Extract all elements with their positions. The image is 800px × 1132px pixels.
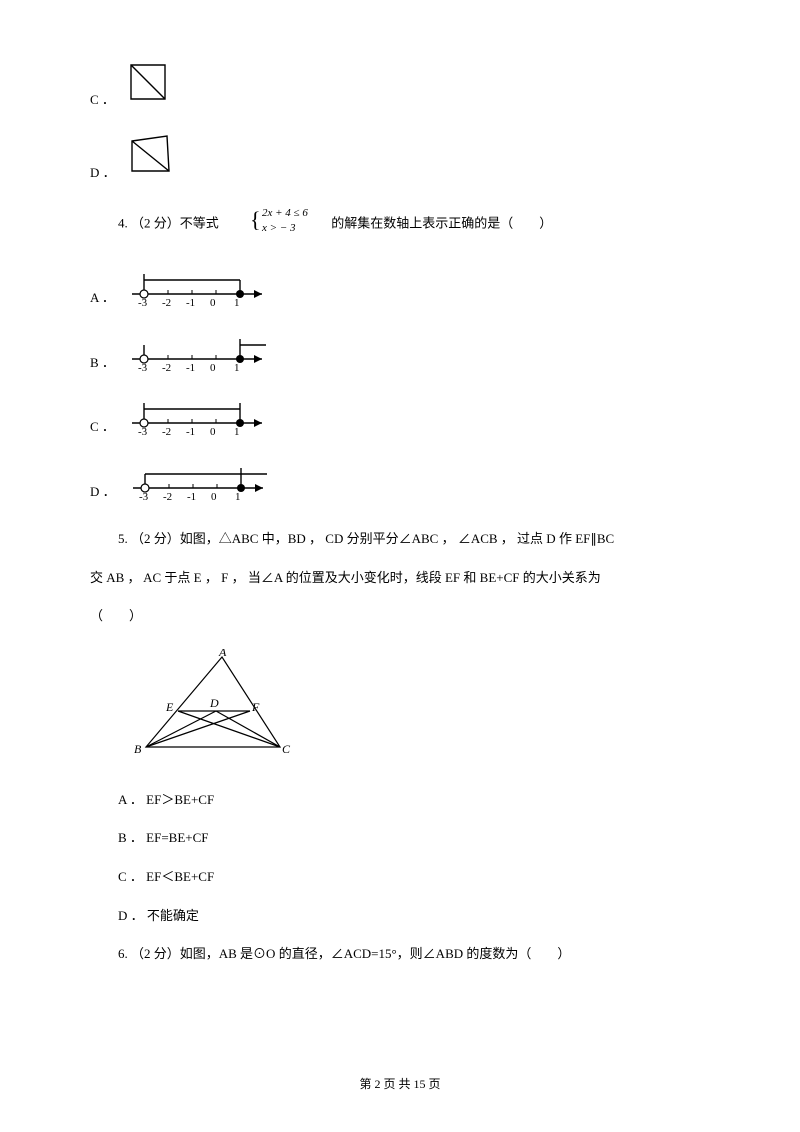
q5-stem-line2: 交 AB ， AC 于点 E ， F ， 当∠A 的位置及大小变化时，线段 EF… bbox=[90, 566, 710, 591]
q5-option-c: C ． EF＜BE+CF bbox=[90, 865, 710, 890]
option-label: C ． bbox=[90, 415, 115, 440]
svg-text:1: 1 bbox=[234, 426, 240, 435]
number-line-b: -3-2-101 bbox=[126, 333, 276, 380]
svg-text:-1: -1 bbox=[186, 362, 195, 371]
q5-figure: A B C E D F bbox=[130, 649, 710, 768]
svg-text:1: 1 bbox=[234, 362, 240, 371]
svg-text:-1: -1 bbox=[186, 426, 195, 435]
q4-option-a: A ． -3-2-101 bbox=[90, 268, 710, 311]
svg-text:0: 0 bbox=[210, 297, 216, 306]
q5-stem-line3: （ ） bbox=[90, 604, 710, 629]
q5-stem-line1: 5. （2 分）如图，△ABC 中，BD ， CD 分别平分∠ABC ， ∠AC… bbox=[90, 527, 710, 552]
option-label: A ． bbox=[90, 286, 115, 311]
q3-shape-d bbox=[127, 131, 175, 186]
label-C: C bbox=[282, 742, 291, 756]
q4-system: { 2x + 4 ≤ 6 x > − 3 bbox=[222, 203, 328, 246]
label-B: B bbox=[134, 742, 142, 756]
q4-stem: 4. （2 分）不等式 { 2x + 4 ≤ 6 x > − 3 的解集在数轴上… bbox=[90, 203, 710, 246]
svg-text:-2: -2 bbox=[162, 426, 171, 435]
svg-text:0: 0 bbox=[210, 426, 216, 435]
svg-text:{: { bbox=[250, 207, 261, 232]
q4-option-c: C ． -3-2-101 bbox=[90, 397, 710, 440]
option-label: D ． bbox=[90, 480, 116, 505]
q5-option-d: D ． 不能确定 bbox=[90, 904, 710, 929]
q4-stem-a: 4. （2 分）不等式 bbox=[118, 216, 222, 231]
option-label: C ． bbox=[90, 88, 115, 113]
svg-text:-2: -2 bbox=[162, 297, 171, 306]
sys-bot: x > − 3 bbox=[261, 222, 296, 234]
label-F: F bbox=[251, 700, 260, 714]
q5-option-b: B ． EF=BE+CF bbox=[90, 826, 710, 851]
svg-text:0: 0 bbox=[210, 362, 216, 371]
label-E: E bbox=[165, 700, 174, 714]
number-line-d: -3-2-101 bbox=[127, 462, 277, 509]
svg-text:-1: -1 bbox=[186, 297, 195, 306]
svg-text:-1: -1 bbox=[187, 491, 196, 500]
option-label: B ． bbox=[90, 351, 115, 376]
label-A: A bbox=[218, 649, 227, 659]
svg-text:-2: -2 bbox=[162, 362, 171, 371]
q4-stem-b: 的解集在数轴上表示正确的是（ ） bbox=[331, 216, 552, 231]
q4-option-d: D ． -3-2-101 bbox=[90, 462, 710, 505]
q4-option-b: B ． -3-2-101 bbox=[90, 333, 710, 376]
svg-text:1: 1 bbox=[235, 491, 241, 500]
option-label: D ． bbox=[90, 161, 116, 186]
svg-text:0: 0 bbox=[211, 491, 217, 500]
sys-top: 2x + 4 ≤ 6 bbox=[262, 207, 308, 219]
svg-text:1: 1 bbox=[234, 297, 240, 306]
q3-option-d: D ． bbox=[90, 131, 710, 186]
q3-option-c: C ． bbox=[90, 60, 710, 113]
q6-stem: 6. （2 分）如图，AB 是⊙O 的直径，∠ACD=15°，则∠ABD 的度数… bbox=[90, 942, 710, 967]
label-D: D bbox=[209, 696, 219, 710]
number-line-c: -3-2-101 bbox=[126, 397, 276, 444]
page-footer: 第 2 页 共 15 页 bbox=[0, 1073, 800, 1096]
number-line-a: -3-2-101 bbox=[126, 268, 276, 315]
svg-text:-2: -2 bbox=[163, 491, 172, 500]
q3-shape-c bbox=[126, 60, 170, 113]
q5-option-a: A ． EF＞BE+CF bbox=[90, 788, 710, 813]
